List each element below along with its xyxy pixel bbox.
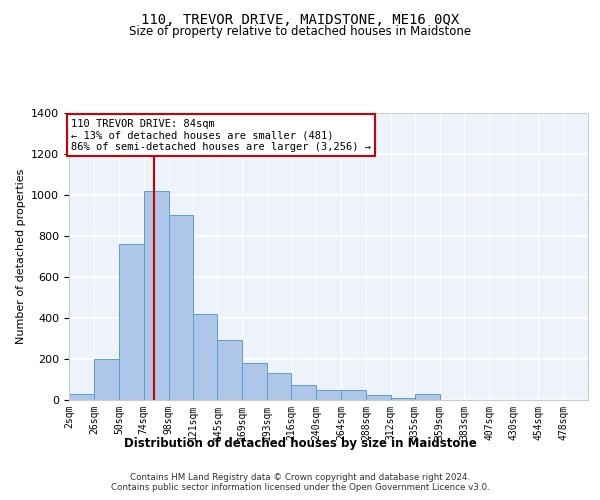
Bar [316, 390, 341, 400]
Text: Distribution of detached houses by size in Maidstone: Distribution of detached houses by size … [124, 438, 476, 450]
Text: 110, TREVOR DRIVE, MAIDSTONE, ME16 0QX: 110, TREVOR DRIVE, MAIDSTONE, ME16 0QX [141, 12, 459, 26]
Text: Contains HM Land Registry data © Crown copyright and database right 2024.
Contai: Contains HM Land Registry data © Crown c… [110, 472, 490, 492]
Bar [193, 314, 217, 400]
Text: 110 TREVOR DRIVE: 84sqm
← 13% of detached houses are smaller (481)
86% of semi-d: 110 TREVOR DRIVE: 84sqm ← 13% of detache… [71, 118, 371, 152]
Bar [242, 363, 267, 400]
Bar [119, 244, 144, 400]
Y-axis label: Number of detached properties: Number of detached properties [16, 168, 26, 344]
Bar [217, 340, 242, 400]
Bar [144, 190, 169, 400]
Bar [391, 398, 415, 400]
Bar [94, 359, 119, 400]
Bar [69, 394, 94, 400]
Bar [341, 390, 366, 400]
Bar [415, 394, 440, 400]
Bar [291, 384, 316, 400]
Bar [169, 215, 193, 400]
Bar [366, 395, 391, 400]
Bar [267, 374, 291, 400]
Text: Size of property relative to detached houses in Maidstone: Size of property relative to detached ho… [129, 25, 471, 38]
